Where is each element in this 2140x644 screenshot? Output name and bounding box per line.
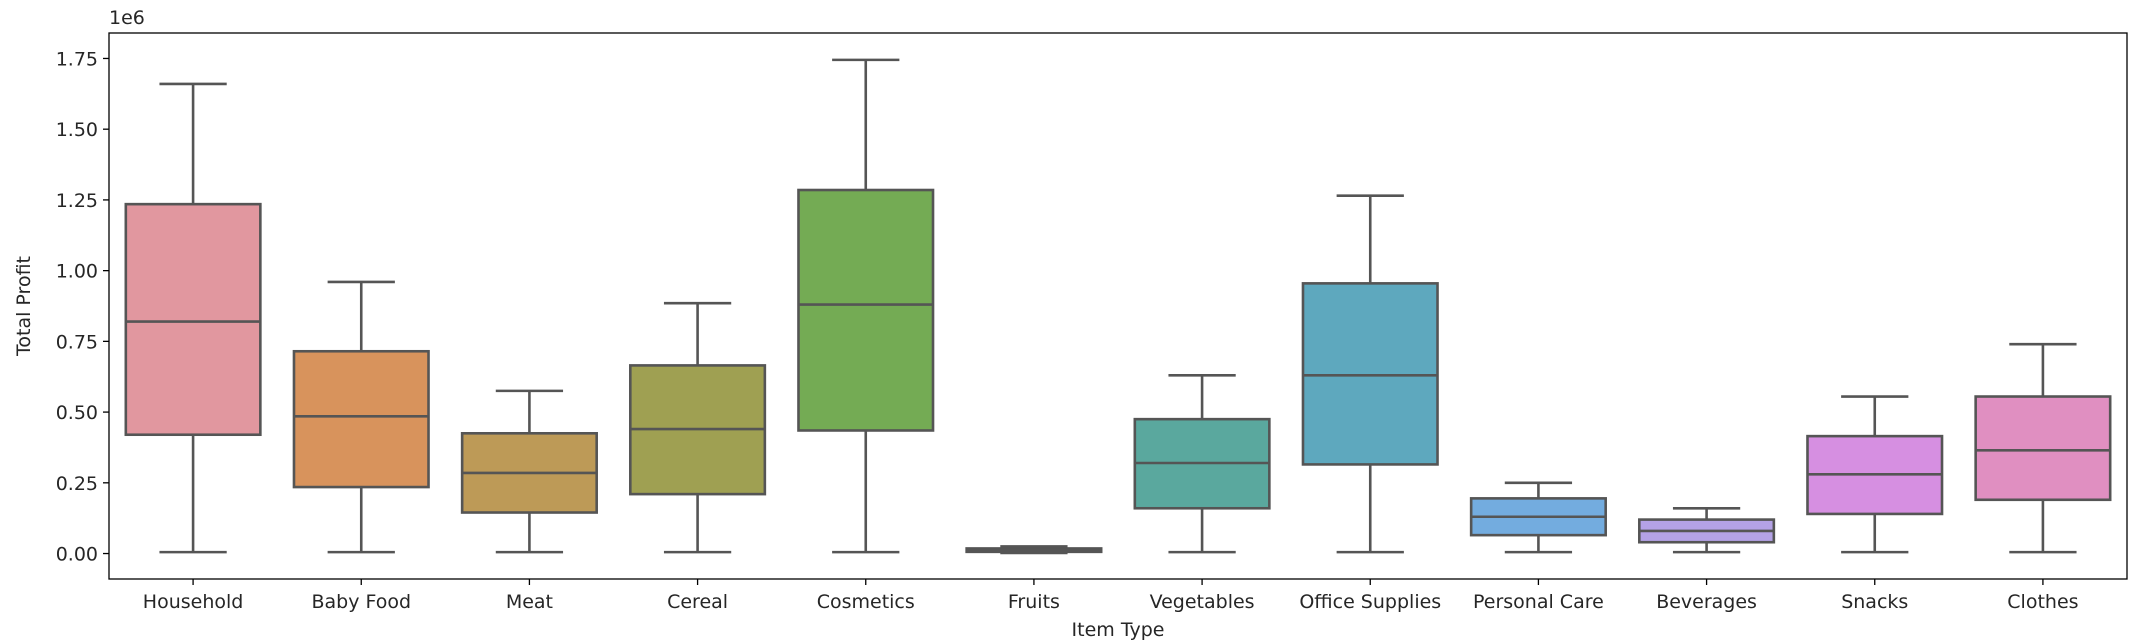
x-tick-label: Meat — [506, 591, 553, 613]
x-tick-label: Vegetables — [1150, 591, 1255, 613]
box-iqr — [124, 202, 262, 437]
plot-frame — [108, 32, 2128, 580]
x-tick-label: Clothes — [2007, 591, 2078, 613]
x-tick-label: Snacks — [1841, 591, 1908, 613]
y-axis-title: Total Profit — [13, 256, 35, 357]
x-tick-label: Fruits — [1008, 591, 1060, 613]
box-iqr — [1301, 282, 1439, 466]
box-cereal — [629, 301, 767, 554]
x-tick-label: Office Supplies — [1299, 591, 1441, 613]
y-axis: 0.00 0.25 0.50 0.75 1.00 1.25 1.50 1.75 — [56, 48, 109, 566]
box-vegetables — [1133, 374, 1271, 554]
y-tick-label: 0.75 — [56, 331, 98, 353]
y-tick-label: 1.00 — [56, 261, 98, 283]
y-tick-label: 1.50 — [56, 119, 98, 141]
box-baby-food — [292, 280, 430, 554]
x-axis-title: Item Type — [1072, 619, 1165, 641]
y-tick-label: 0.50 — [56, 402, 98, 424]
x-tick-label: Baby Food — [311, 591, 411, 613]
boxes-layer — [124, 58, 2112, 555]
box-iqr — [797, 188, 935, 432]
y-tick-label: 1.25 — [56, 190, 98, 212]
box-fruits — [965, 545, 1103, 555]
y-tick-label: 0.25 — [56, 473, 98, 495]
x-tick-label: Beverages — [1656, 591, 1757, 613]
box-personal-care — [1469, 481, 1607, 554]
box-meat — [460, 389, 598, 554]
box-clothes — [1974, 342, 2112, 554]
box-household — [124, 82, 262, 554]
box-office-supplies — [1301, 194, 1439, 554]
box-cosmetics — [797, 58, 935, 554]
y-tick-label: 1.75 — [56, 48, 98, 70]
box-snacks — [1806, 395, 1944, 554]
x-tick-label: Cosmetics — [817, 591, 915, 613]
y-tick-label: 0.00 — [56, 544, 98, 566]
y-offset-label: 1e6 — [109, 7, 145, 29]
x-axis: Household Baby Food Meat Cereal Cosmetics Fru… — [143, 579, 2079, 613]
x-tick-label: Cereal — [667, 591, 728, 613]
box-iqr — [292, 349, 430, 489]
box-beverages — [1638, 506, 1776, 554]
x-tick-label: Household — [143, 591, 244, 613]
box-iqr — [1974, 395, 2112, 502]
x-tick-label: Personal Care — [1473, 591, 1604, 613]
